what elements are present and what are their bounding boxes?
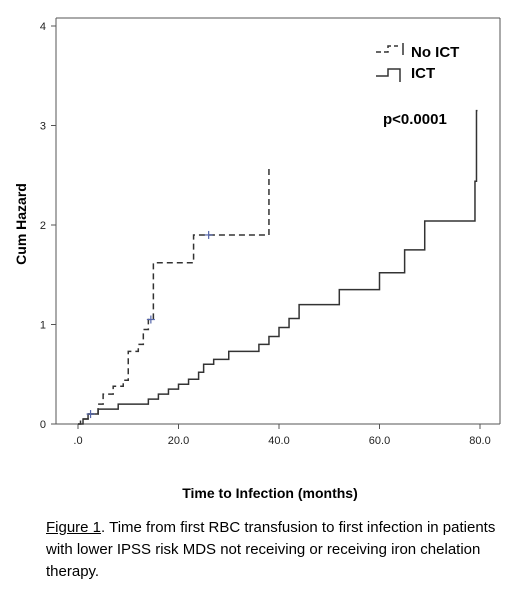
- legend-entry-ict: ICT: [376, 65, 435, 82]
- series-no-ict-line: [78, 165, 270, 425]
- y-tick-label: 3: [40, 121, 46, 133]
- legend: No ICT ICT: [376, 43, 459, 82]
- figure-label: Figure 1: [46, 519, 102, 536]
- x-tick-label: 20.0: [168, 435, 189, 447]
- series-ict-line: [78, 109, 478, 425]
- x-tick-label: 40.0: [268, 435, 289, 447]
- x-tick-label: .0: [73, 435, 82, 447]
- y-tick-label: 4: [40, 21, 46, 33]
- y-tick-label: 0: [40, 419, 46, 431]
- censor-mark: [86, 410, 95, 419]
- axes: [55, 17, 501, 425]
- legend-swatch-ict: [376, 68, 401, 82]
- legend-entry-no-ict: No ICT: [376, 43, 459, 61]
- legend-swatch-no-ict: [376, 45, 398, 53]
- legend-label-ict: ICT: [411, 65, 435, 82]
- y-tick-label: 2: [40, 220, 46, 232]
- y-axis-title: Cum Hazard: [13, 183, 29, 265]
- legend-label-no-ict: No ICT: [411, 44, 459, 61]
- x-tick-label: 80.0: [469, 435, 490, 447]
- p-value-annotation: p<0.0001: [383, 111, 447, 128]
- figure-caption: Figure 1. Time from first RBC transfusio…: [46, 517, 516, 583]
- censor-mark: [146, 315, 155, 324]
- series-layer: [78, 109, 478, 425]
- figure-caption-text: . Time from first RBC transfusion to fir…: [46, 519, 496, 580]
- censor-mark: [204, 230, 213, 239]
- y-ticks: 0 1 2 3 4: [40, 21, 56, 431]
- y-tick-label: 1: [40, 320, 46, 332]
- x-axis-title: Time to Infection (months): [182, 485, 358, 501]
- x-tick-label: 60.0: [369, 435, 390, 447]
- x-ticks: .0 20.0 40.0 60.0 80.0: [73, 424, 491, 447]
- cum-hazard-chart: .0 20.0 40.0 60.0 80.0 0 1 2 3 4 Time to Infecti…: [13, 17, 501, 501]
